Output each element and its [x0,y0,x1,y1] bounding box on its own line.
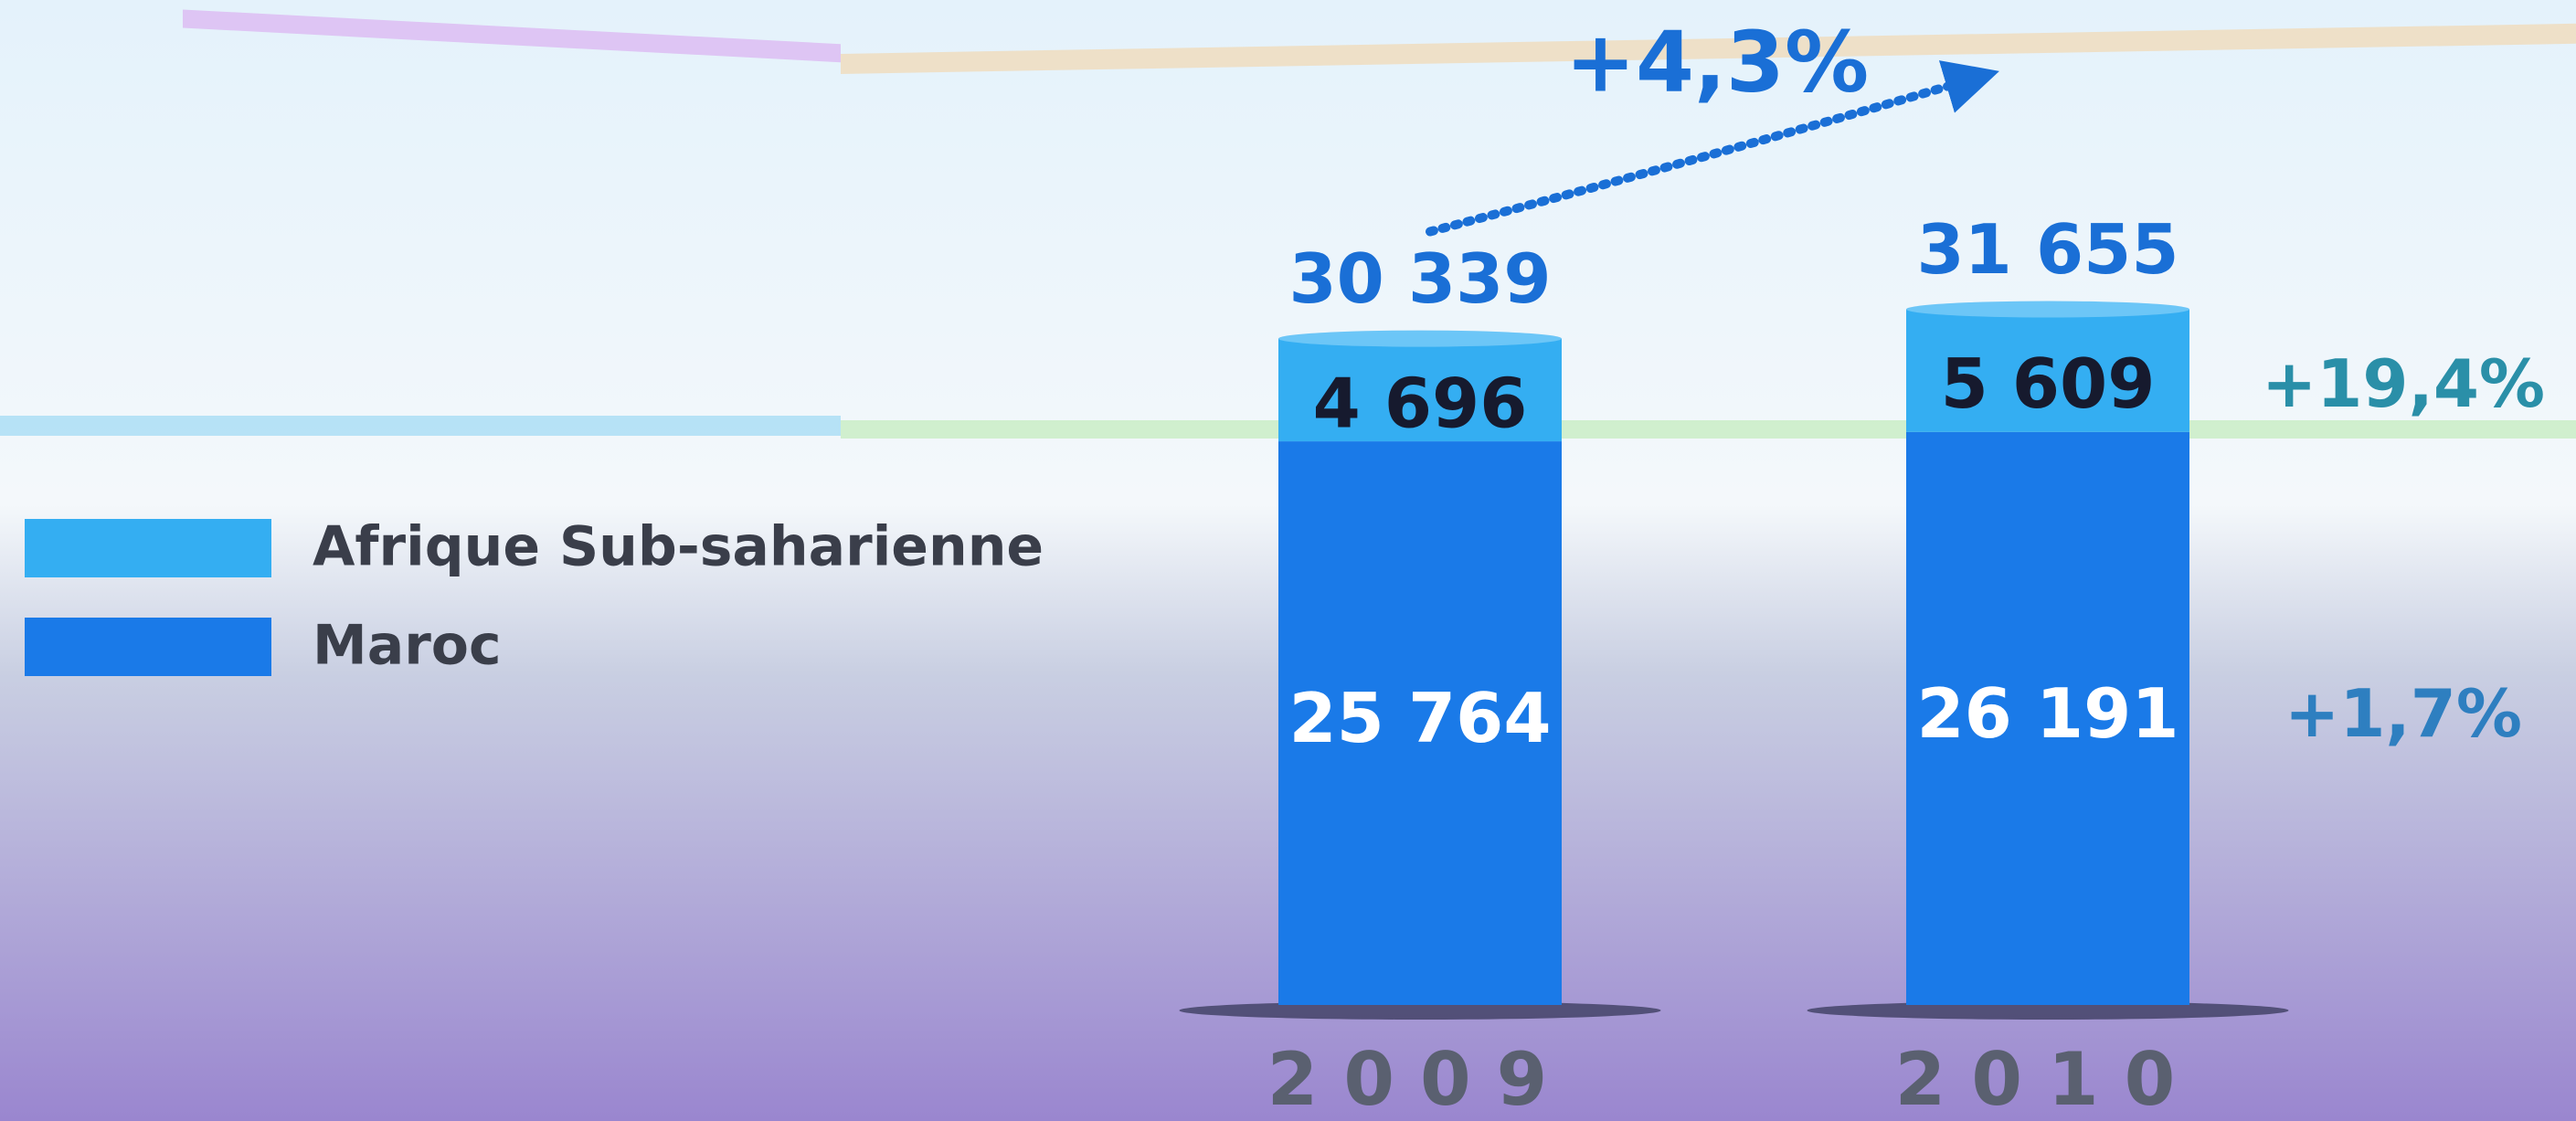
decor-stripe [183,9,841,63]
legend-label: Maroc [313,614,502,678]
bar-segment [1278,441,1562,1005]
total-label: 30 339 [1288,238,1551,319]
total-label: 31 655 [1916,209,2178,290]
bar-segment [1278,338,1562,442]
decor-stripe [841,420,2576,439]
segment-label: 26 191 [1916,673,2178,754]
decor-stripe [841,23,2576,74]
segment-label: 25 764 [1288,678,1551,758]
bar-cap [1906,301,2189,318]
segment-label: 5 609 [1941,344,2156,424]
growth-label: +19,4% [2262,345,2545,422]
bar-segment [1906,431,2189,1005]
bar-shadow [1179,1001,1661,1020]
legend-swatch [25,519,271,577]
growth-label: +1,7% [2284,675,2522,752]
decor-stripe [0,416,841,436]
x-tick-label: 2010 [1895,1037,2201,1121]
bar-segment [1906,309,2189,432]
legend-swatch [25,618,271,676]
x-tick-label: 2009 [1267,1037,1574,1121]
chart-title: +4,3% [1565,13,1869,111]
growth-arrow [1426,60,1999,237]
bar-shadow [1807,1001,2289,1020]
segment-label: 4 696 [1313,363,1528,443]
bar-cap [1278,330,1562,347]
legend-label: Afrique Sub-saharienne [313,515,1044,579]
plot: 25 764 4 696 30 339 2009 26 191 5 609 31 655 20… [25,60,2545,1121]
